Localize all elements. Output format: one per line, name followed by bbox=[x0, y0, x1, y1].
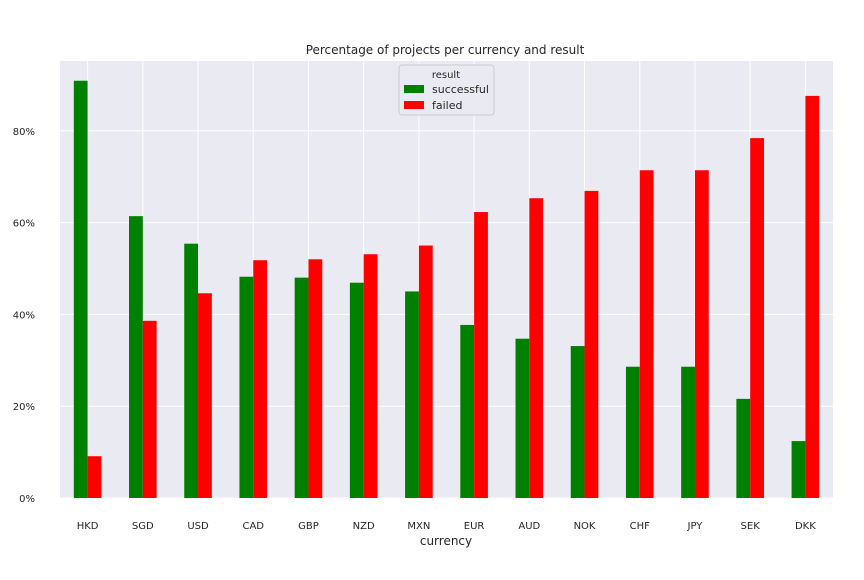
x-tick-label: JPY bbox=[687, 521, 704, 532]
bar-successful-hkd bbox=[73, 80, 88, 498]
bar-successful-usd bbox=[184, 243, 199, 498]
x-axis-ticks: HKD SGD USD CAD GBP NZD MXN EUR AUD NOK CHF JPY SEK D… bbox=[77, 521, 817, 532]
bar-failed-jpy bbox=[694, 170, 709, 498]
x-tick-label: SGD bbox=[132, 521, 154, 532]
x-tick-label: GBP bbox=[298, 521, 319, 532]
chart-title: Percentage of projects per currency and … bbox=[306, 43, 585, 57]
bar-failed-mxn bbox=[418, 245, 433, 498]
x-tick-label: NZD bbox=[353, 521, 375, 532]
bar-failed-cad bbox=[253, 260, 268, 498]
legend-swatch-successful bbox=[404, 85, 424, 93]
y-tick-label: 40% bbox=[13, 310, 35, 321]
bar-failed-gbp bbox=[308, 259, 323, 498]
bar-failed-aud bbox=[529, 198, 544, 499]
bar-successful-nok bbox=[570, 346, 585, 498]
x-tick-label: HKD bbox=[77, 521, 99, 532]
bar-failed-nok bbox=[584, 190, 599, 499]
x-tick-label: DKK bbox=[795, 521, 816, 532]
legend-title: result bbox=[432, 70, 460, 81]
x-tick-label: CHF bbox=[630, 521, 651, 532]
legend-label-successful: successful bbox=[432, 83, 489, 96]
x-tick-label: NOK bbox=[574, 521, 596, 532]
bar-failed-sek bbox=[750, 138, 764, 498]
x-axis-label: currency bbox=[420, 534, 472, 548]
bars bbox=[73, 80, 820, 499]
legend-label-failed: failed bbox=[432, 99, 462, 112]
bar-successful-aud bbox=[515, 338, 530, 498]
bar-failed-chf bbox=[639, 170, 654, 498]
bar-failed-sgd bbox=[142, 320, 157, 498]
y-axis-ticks: 0% 20% 40% 60% 80% bbox=[13, 127, 35, 505]
bar-successful-jpy bbox=[681, 366, 695, 498]
bar-successful-sgd bbox=[129, 216, 143, 498]
bar-failed-eur bbox=[474, 212, 488, 498]
bar-successful-nzd bbox=[349, 282, 364, 498]
bar-successful-sek bbox=[736, 398, 751, 498]
bar-successful-eur bbox=[460, 324, 475, 498]
legend: result successful failed bbox=[398, 64, 495, 116]
legend-swatch-failed bbox=[404, 101, 424, 109]
x-tick-label: EUR bbox=[464, 521, 485, 532]
bar-successful-gbp bbox=[294, 277, 309, 498]
y-tick-label: 80% bbox=[13, 127, 35, 138]
x-tick-label: SEK bbox=[741, 521, 761, 532]
x-tick-label: USD bbox=[187, 521, 209, 532]
y-tick-label: 0% bbox=[19, 494, 35, 505]
x-tick-label: MXN bbox=[407, 521, 430, 532]
plot-area bbox=[60, 61, 833, 498]
bar-failed-nzd bbox=[363, 254, 378, 498]
x-tick-label: CAD bbox=[242, 521, 264, 532]
x-tick-label: AUD bbox=[518, 521, 540, 532]
bar-successful-mxn bbox=[405, 291, 419, 498]
bar-successful-dkk bbox=[791, 441, 806, 498]
bar-failed-hkd bbox=[87, 456, 102, 498]
y-tick-label: 20% bbox=[13, 402, 35, 413]
bar-failed-dkk bbox=[805, 95, 820, 499]
bar-successful-cad bbox=[239, 276, 254, 498]
y-tick-label: 60% bbox=[13, 219, 35, 230]
bar-successful-chf bbox=[625, 366, 640, 498]
bar-failed-usd bbox=[198, 293, 212, 498]
